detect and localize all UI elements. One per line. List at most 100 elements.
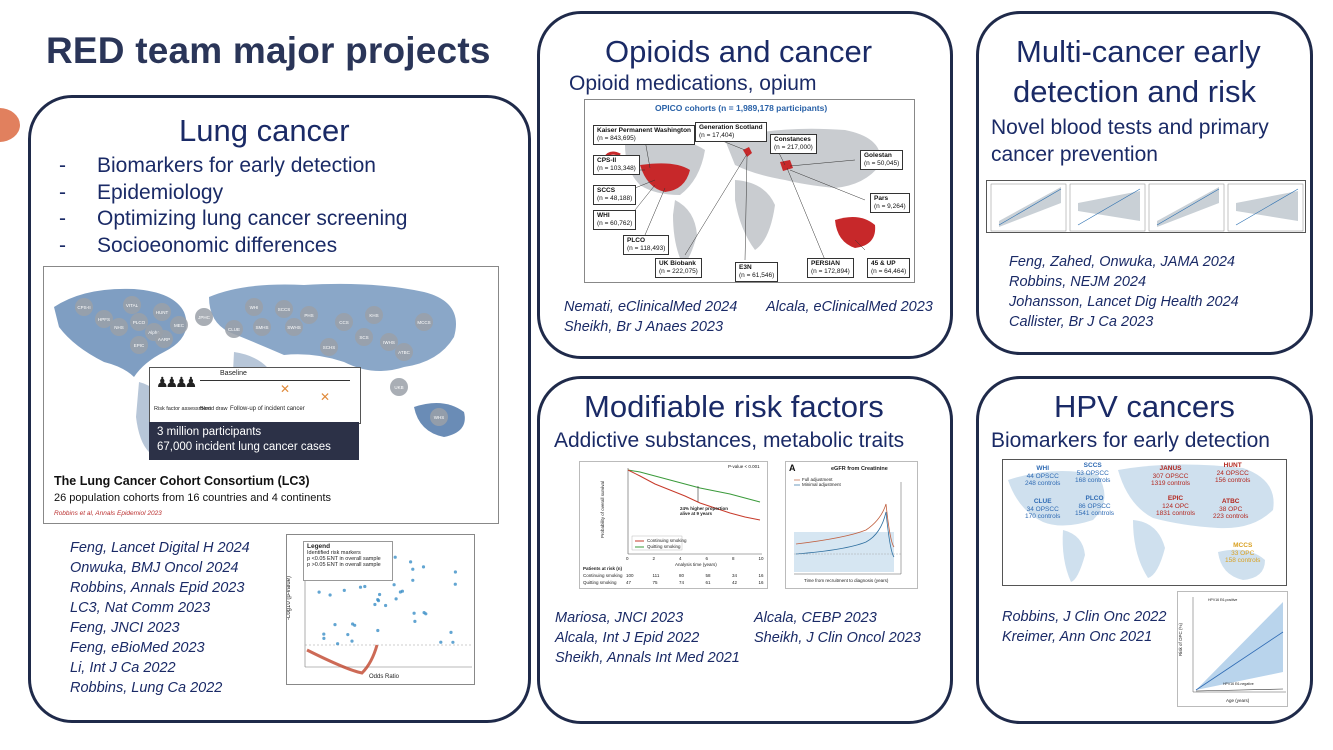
risk-table-header: Patients at risk (n) (583, 566, 623, 571)
cohort-controls: 1319 controls (1151, 480, 1191, 487)
volcano-point (451, 640, 455, 644)
cohort-bubble (395, 343, 413, 361)
lung-bullet: - Epidemiology (59, 180, 224, 204)
cohort-bubble (110, 318, 128, 336)
volcano-point (363, 584, 367, 589)
cohort-bubble (380, 333, 398, 351)
cohort-bubble-label: EPIC (134, 343, 145, 348)
stat-participants: 3 million participants (157, 426, 262, 438)
hpv-risk-label-pos: HPV16 E6-positive (1208, 598, 1238, 602)
hpv-risk-label-neg: HPV16 E6-negative (1223, 682, 1254, 686)
hpv-cohort-label: JANUS 307 OPSCC 1319 controls (1151, 465, 1190, 488)
cohort-bubble-label: HPFS (98, 317, 110, 322)
reference-line (1077, 188, 1141, 226)
cohort-bubble-label: CPS-II (77, 305, 90, 310)
cohort-bubble (285, 318, 303, 336)
lung-title: Lung cancer (179, 113, 350, 148)
cohort-bubble (390, 378, 408, 396)
hpv-cohort-label: HUNT 24 OPSCC 156 controls (1215, 462, 1250, 485)
volcano-point (413, 619, 417, 623)
risk-value: 47 (626, 580, 632, 585)
cohort-controls: 223 controls (1213, 513, 1249, 520)
x-tick: 10 (758, 556, 764, 561)
reference-line (1235, 188, 1299, 226)
cohort-bubble (253, 318, 271, 336)
cohort-bubble (320, 338, 338, 356)
volcano-point (317, 590, 321, 594)
x-tick: 2 (652, 556, 656, 561)
survival-annotation: 24% higher proportion alive at 9 years (680, 506, 729, 516)
volcano-point (376, 598, 380, 602)
baseline-line (200, 380, 350, 381)
volcano-point (394, 597, 398, 601)
reference: Alcala, CEBP 2023 (754, 610, 877, 626)
cohort-bubble-label: PHS (304, 313, 313, 318)
reference-line (1156, 188, 1220, 226)
cohort-bubble-label: IWHS (383, 340, 395, 345)
volcano-point (400, 589, 404, 593)
cohort-box-kaiser: Kaiser Permanent Washington (n = 843,695) (593, 125, 696, 145)
cohort-name: CLUE (1033, 498, 1052, 505)
cohort-box-persian: PERSIAN (n = 172,894) (807, 258, 854, 278)
volcano-point (373, 602, 377, 607)
cohort-bubble (155, 330, 173, 348)
cohort-bubble-label: SCHS (323, 345, 336, 350)
cohort-bubble-label: MEC (174, 323, 185, 328)
risk-value: 34 (732, 573, 738, 578)
risk-row-label: Continuing smoking (583, 573, 623, 578)
reference: Nemati, eClinicalMed 2024 (564, 299, 738, 315)
opioids-references-right: Alcala, eClinicalMed 2023 (766, 297, 933, 317)
cohort-cases: 33 OPC (1231, 549, 1255, 557)
cohort-box-whi: WHI (n = 60,762) (593, 210, 637, 230)
opioids-references-left: Nemati, eClinicalMed 2024 Sheikh, Br J A… (564, 297, 737, 337)
volcano-point (439, 640, 443, 644)
risk-value: 100 (626, 573, 634, 578)
opioids-title: Opioids and cancer (605, 34, 873, 69)
lung-bullet: - Biomarkers for early detection (59, 154, 376, 177)
reference: Callister, Br J Ca 2023 (1009, 314, 1154, 330)
multicancer-subtitle-line1: Novel blood tests and primary (991, 116, 1269, 139)
multicancer-title-line1: Multi-cancer early (1016, 34, 1261, 69)
cohort-bubble (225, 320, 243, 338)
cohort-bubble-label: CCS (339, 320, 349, 325)
cohort-box-pars: Pars (n = 9,264) (870, 193, 910, 213)
egfr-title: eGFR from Creatinine (831, 466, 888, 472)
opioids-subtitle: Opioid medications, opium (569, 72, 817, 95)
hpv-cohort-label: WHI 44 OPSCC 248 controls (1025, 465, 1060, 488)
legend-item: p >0.05 ENT in overall sample (307, 562, 381, 568)
reference: Feng, JNCI 2023 (70, 620, 180, 636)
risk-value: 61 (705, 580, 711, 585)
egfr-legend-minimal: Minimal adjustment (802, 482, 841, 487)
x-tick: 8 (732, 556, 735, 561)
cohort-bubble (130, 336, 148, 354)
cohort-bubble-label: KHS (369, 313, 378, 318)
cross-icon: ✕ (320, 390, 331, 404)
reference: Feng, Lancet Digital H 2024 (70, 540, 250, 556)
cohort-bubble-label: JPHC (198, 315, 211, 320)
legend-quitting: Quitting smoking (647, 544, 681, 549)
egfr-figure: A eGFR from Creatinine Full adjustment M… (785, 461, 918, 589)
survival-curve-figure: P-value < 0.001 24% higher proportion al… (579, 461, 768, 589)
cohort-bubble-label: PLCO (133, 320, 146, 325)
lung-bullets: - Biomarkers for early detection - Epidemi… (59, 153, 408, 259)
multicancer-references: Feng, Zahed, Onwuka, JAMA 2024 Robbins, … (1009, 252, 1239, 332)
cohort-bubble-label: SCS (359, 335, 368, 340)
cohort-bubble (95, 310, 113, 328)
survival-xlabel: Analysis time (years) (675, 562, 717, 567)
pvalue-label: P-value < 0.001 (728, 464, 760, 469)
cohort-bubble (195, 308, 213, 326)
stat-cases: 67,000 incident lung cancer cases (157, 441, 331, 453)
figure-citation: Robbins et al, Annals Epidemiol 2023 (54, 510, 162, 517)
modifiable-references-right: Alcala, CEBP 2023 Sheikh, J Clin Oncol 2… (754, 608, 921, 648)
cohort-cases: 307 OPSCC (1152, 472, 1189, 480)
volcano-point (346, 633, 350, 637)
hpv-cohort-label: EPIC 124 OPC 1831 controls (1156, 495, 1195, 518)
risk-factor-label: Risk factor assessment (154, 406, 211, 412)
modifiable-subtitle: Addictive substances, metabolic traits (554, 429, 905, 452)
volcano-point (393, 555, 397, 559)
cohort-cases: 38 OPC (1219, 505, 1243, 513)
cohort-cases: 86 OPSCC (1078, 502, 1111, 510)
reference: Robbins, NEJM 2024 (1009, 274, 1147, 290)
survival-ylabel: Probability of overall survival (600, 480, 606, 539)
reference: Onwuka, BMJ Oncol 2024 (70, 560, 239, 576)
